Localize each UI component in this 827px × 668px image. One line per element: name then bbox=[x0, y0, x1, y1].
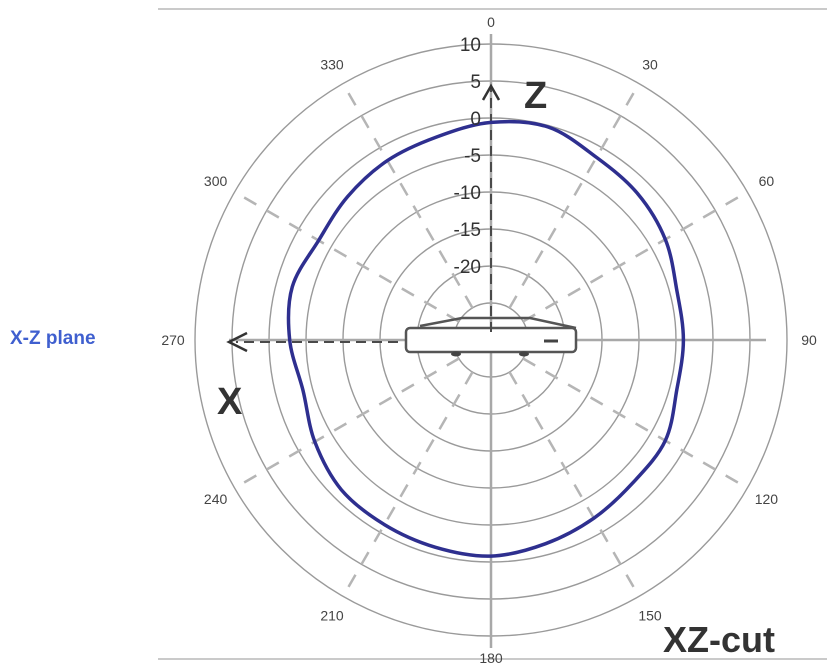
chart-title: XZ-cut bbox=[663, 619, 775, 660]
radial-tick-labels: 10 5 0 -5 -10 -15 -20 bbox=[454, 35, 481, 278]
angle-tick-label: 60 bbox=[759, 173, 775, 189]
z-axis-label: Z bbox=[524, 75, 547, 117]
angle-tick-label: 180 bbox=[479, 650, 503, 666]
radial-tick-label: 10 bbox=[460, 35, 481, 56]
angle-spoke bbox=[341, 371, 474, 597]
angle-spoke bbox=[522, 190, 748, 323]
radial-tick-label: -5 bbox=[464, 146, 481, 167]
radial-tick-label: 0 bbox=[470, 109, 481, 130]
angle-tick-label: 330 bbox=[320, 57, 344, 73]
angle-tick-label: 90 bbox=[801, 332, 817, 348]
angle-spokes bbox=[234, 83, 748, 597]
angle-tick-labels: 0 30 60 90 120 150 180 210 240 270 300 330 bbox=[161, 14, 817, 666]
plane-label: X-Z plane bbox=[10, 328, 96, 349]
angle-tick-label: 150 bbox=[638, 607, 662, 623]
radial-tick-label: -20 bbox=[454, 257, 481, 278]
angle-tick-label: 210 bbox=[320, 607, 344, 623]
angle-spoke bbox=[508, 371, 641, 597]
angle-tick-label: 30 bbox=[642, 57, 658, 73]
angle-spoke bbox=[341, 83, 474, 309]
radial-tick-label: -10 bbox=[454, 183, 481, 204]
angle-tick-label: 120 bbox=[755, 491, 779, 507]
angle-tick-label: 270 bbox=[161, 332, 185, 348]
angle-spoke bbox=[234, 357, 460, 490]
radial-tick-label: 5 bbox=[470, 72, 481, 93]
angle-spoke bbox=[522, 357, 748, 490]
angle-spoke bbox=[234, 190, 460, 323]
radial-tick-label: -15 bbox=[454, 220, 481, 241]
angle-tick-label: 300 bbox=[204, 173, 228, 189]
xz-axis-arrows bbox=[226, 83, 501, 353]
z-arrow-icon bbox=[481, 83, 501, 101]
radiation-pattern-line bbox=[286, 119, 686, 558]
angle-tick-label: 0 bbox=[487, 14, 495, 30]
x-axis-label: X bbox=[217, 381, 243, 423]
device-icon bbox=[404, 316, 578, 357]
x-arrow-icon bbox=[226, 331, 248, 353]
angle-spoke bbox=[508, 83, 641, 309]
angle-tick-label: 240 bbox=[204, 491, 228, 507]
